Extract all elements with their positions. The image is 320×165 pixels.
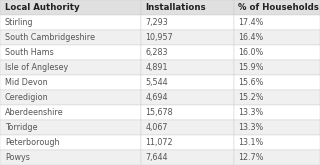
Text: Ceredigion: Ceredigion bbox=[5, 93, 48, 102]
Text: Powys: Powys bbox=[5, 153, 30, 162]
Bar bbox=[0, 0, 141, 15]
Text: Stirling: Stirling bbox=[5, 18, 33, 27]
Text: Installations: Installations bbox=[146, 3, 206, 12]
Text: Local Authority: Local Authority bbox=[5, 3, 79, 12]
Bar bbox=[141, 120, 234, 135]
Bar bbox=[0, 45, 141, 60]
Bar bbox=[141, 0, 234, 15]
Text: Isle of Anglesey: Isle of Anglesey bbox=[5, 63, 68, 72]
Text: 15.9%: 15.9% bbox=[238, 63, 264, 72]
Text: 4,694: 4,694 bbox=[146, 93, 168, 102]
Text: 10,957: 10,957 bbox=[146, 33, 173, 42]
Text: % of Households: % of Households bbox=[238, 3, 319, 12]
Bar bbox=[0, 120, 141, 135]
Bar bbox=[0, 15, 141, 30]
Bar bbox=[234, 150, 320, 165]
Text: 7,644: 7,644 bbox=[146, 153, 168, 162]
Bar bbox=[0, 30, 141, 45]
Bar bbox=[141, 60, 234, 75]
Bar bbox=[234, 45, 320, 60]
Text: 6,283: 6,283 bbox=[146, 48, 168, 57]
Text: South Cambridgeshire: South Cambridgeshire bbox=[5, 33, 95, 42]
Bar bbox=[141, 90, 234, 105]
Text: 11,072: 11,072 bbox=[146, 138, 173, 147]
Bar bbox=[234, 0, 320, 15]
Text: 4,067: 4,067 bbox=[146, 123, 168, 132]
Text: 16.4%: 16.4% bbox=[238, 33, 264, 42]
Text: 15,678: 15,678 bbox=[146, 108, 173, 117]
Bar bbox=[0, 135, 141, 150]
Bar bbox=[234, 60, 320, 75]
Bar bbox=[234, 75, 320, 90]
Bar bbox=[0, 105, 141, 120]
Text: 4,891: 4,891 bbox=[146, 63, 168, 72]
Bar bbox=[0, 60, 141, 75]
Text: 12.7%: 12.7% bbox=[238, 153, 264, 162]
Text: 15.2%: 15.2% bbox=[238, 93, 264, 102]
Bar bbox=[141, 105, 234, 120]
Bar bbox=[141, 15, 234, 30]
Text: South Hams: South Hams bbox=[5, 48, 53, 57]
Text: 13.3%: 13.3% bbox=[238, 108, 264, 117]
Text: 7,293: 7,293 bbox=[146, 18, 168, 27]
Bar bbox=[141, 150, 234, 165]
Bar bbox=[141, 75, 234, 90]
Text: Aberdeenshire: Aberdeenshire bbox=[5, 108, 63, 117]
Text: 5,544: 5,544 bbox=[146, 78, 168, 87]
Text: 13.3%: 13.3% bbox=[238, 123, 264, 132]
Bar bbox=[141, 45, 234, 60]
Text: 13.1%: 13.1% bbox=[238, 138, 264, 147]
Text: 16.0%: 16.0% bbox=[238, 48, 264, 57]
Text: Mid Devon: Mid Devon bbox=[5, 78, 47, 87]
Bar bbox=[234, 90, 320, 105]
Bar bbox=[234, 135, 320, 150]
Bar bbox=[234, 120, 320, 135]
Bar bbox=[0, 75, 141, 90]
Text: Peterborough: Peterborough bbox=[5, 138, 59, 147]
Bar bbox=[234, 15, 320, 30]
Bar bbox=[141, 135, 234, 150]
Bar bbox=[141, 30, 234, 45]
Text: 17.4%: 17.4% bbox=[238, 18, 264, 27]
Bar bbox=[234, 30, 320, 45]
Text: 15.6%: 15.6% bbox=[238, 78, 264, 87]
Text: Torridge: Torridge bbox=[5, 123, 37, 132]
Bar bbox=[234, 105, 320, 120]
Bar bbox=[0, 90, 141, 105]
Bar bbox=[0, 150, 141, 165]
